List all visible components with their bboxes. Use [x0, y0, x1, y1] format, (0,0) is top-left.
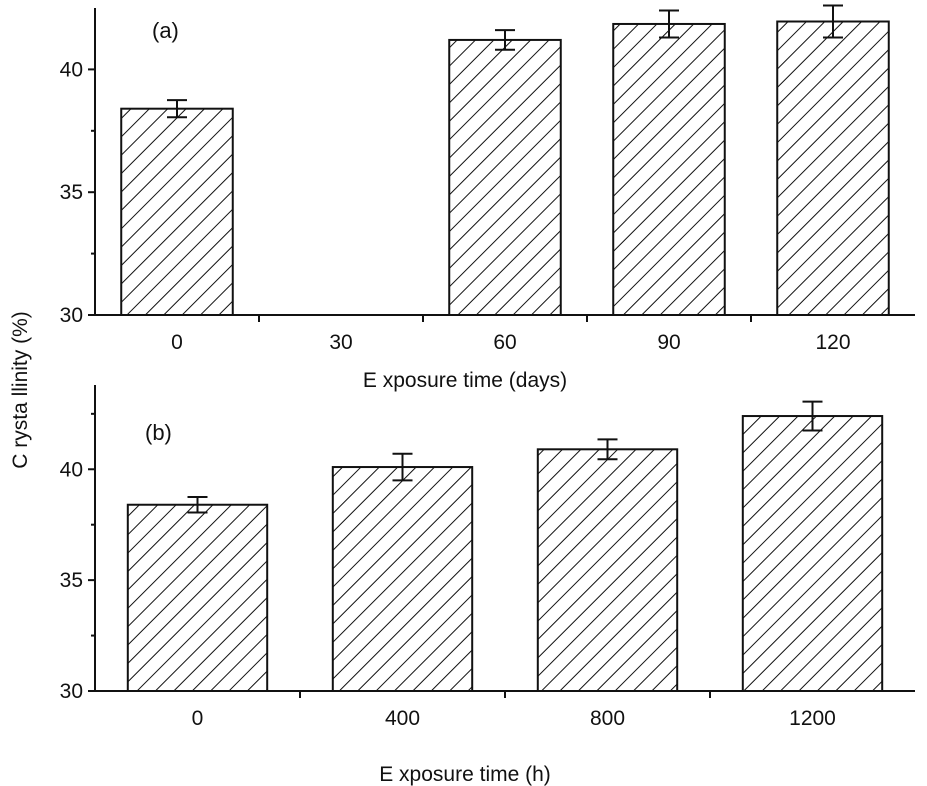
y-tick-label: 40: [60, 458, 83, 481]
x-tick-label: 60: [493, 331, 516, 354]
y-tick-label: 40: [60, 58, 83, 81]
x-tick-label: 0: [171, 331, 183, 354]
bar: [448, 38, 562, 316]
y-tick-label: 35: [60, 569, 83, 592]
x-tick-label: 90: [657, 331, 680, 354]
y-axis-title: C rysta llinity (%): [9, 311, 32, 469]
bar: [776, 20, 890, 317]
bar: [331, 466, 474, 693]
x-axis-title: E xposure time (days): [363, 369, 567, 392]
panel-label: (b): [145, 420, 172, 445]
bar: [741, 415, 884, 692]
bar: [612, 22, 726, 317]
bar: [126, 503, 269, 692]
y-tick-label: 35: [60, 181, 83, 204]
panel-label: (a): [152, 18, 179, 43]
x-tick-label: 30: [329, 331, 352, 354]
x-tick-label: 400: [385, 707, 420, 730]
x-tick-label: 0: [192, 707, 204, 730]
bar: [120, 107, 234, 316]
panel-a: 30 35 40 0 30 60 90 120 (a) E xposure time (days): [60, 4, 915, 392]
bar: [536, 448, 679, 692]
x-tick-label: 800: [590, 707, 625, 730]
x-tick-label: 120: [815, 331, 850, 354]
y-tick-label: 30: [60, 680, 83, 703]
x-tick-label: 1200: [789, 707, 836, 730]
x-axis-title: E xposure time (h): [379, 763, 551, 786]
y-tick-label: 30: [60, 304, 83, 327]
